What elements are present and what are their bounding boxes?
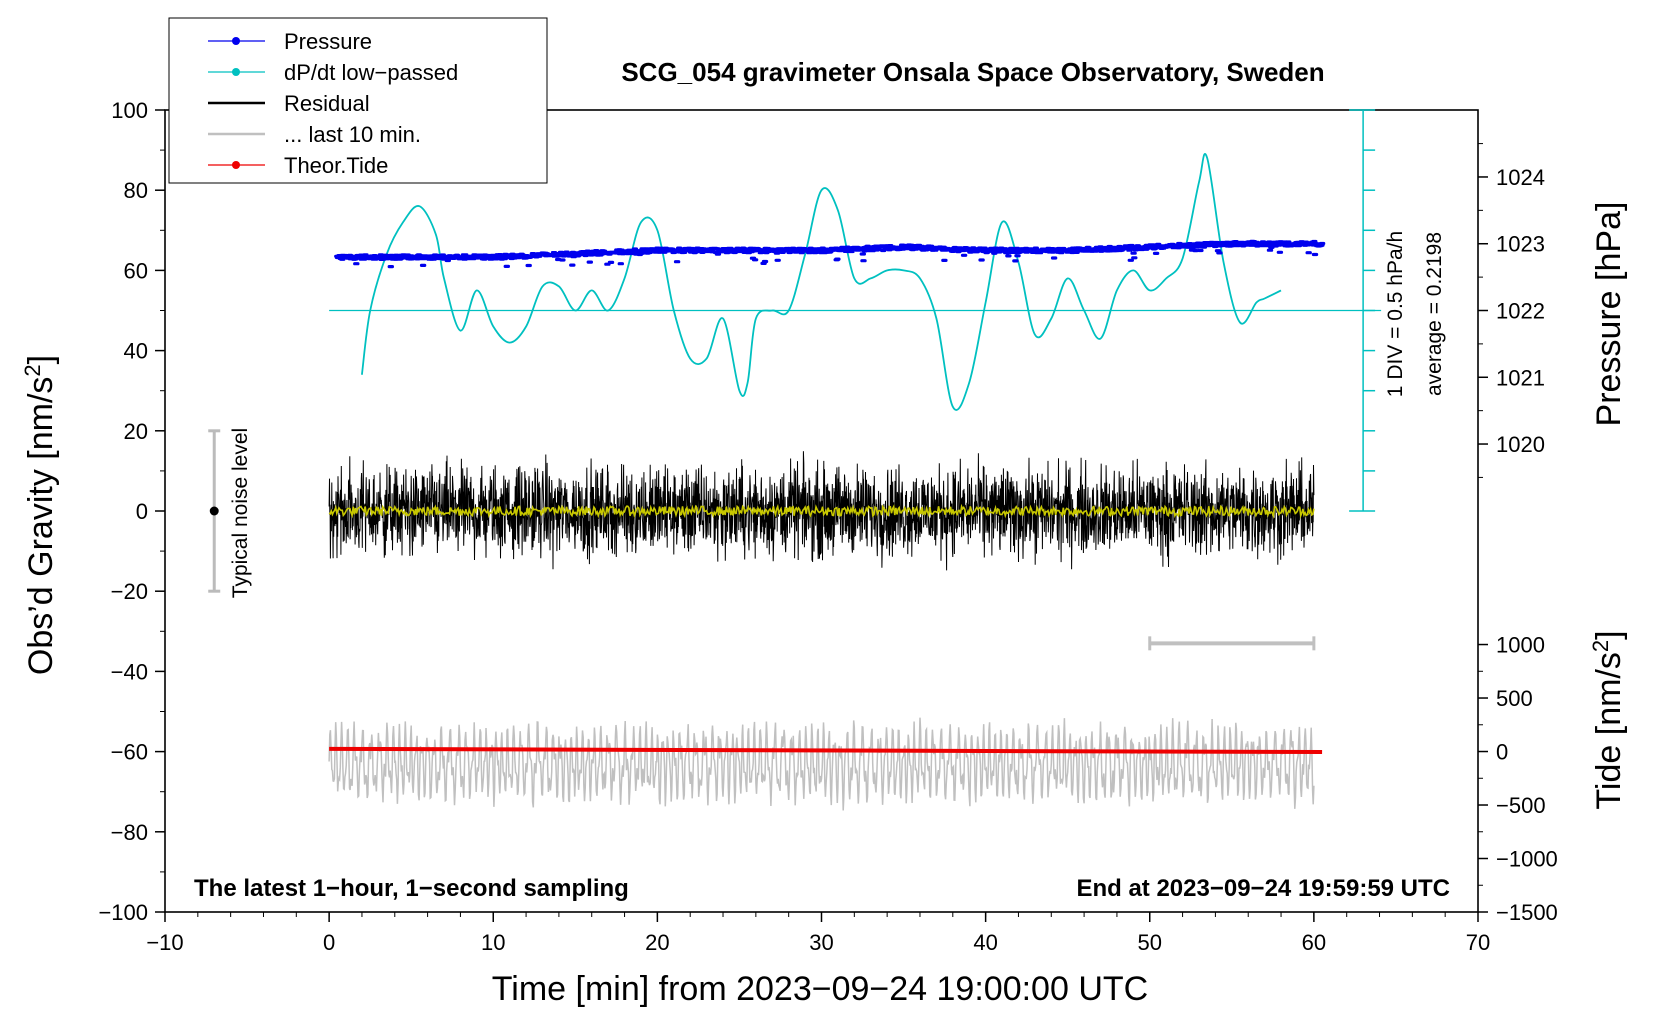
y-tick-label: 0 <box>136 499 148 524</box>
y-tick-label: 100 <box>111 98 148 123</box>
x-tick-label: 50 <box>1138 930 1162 955</box>
legend-label-2: Residual <box>284 91 370 116</box>
pressure-scale-bar <box>1349 109 1376 512</box>
y-axis-title-left: Obs’d Gravity [nm/s2] <box>20 355 61 675</box>
y-tick-label: −100 <box>98 900 148 925</box>
pressure-tick-label: 1020 <box>1496 432 1545 457</box>
tide-tick-label: 500 <box>1496 686 1533 711</box>
noise-level-label: Typical noise level <box>229 428 252 598</box>
pressure-tick-label: 1023 <box>1496 232 1545 257</box>
legend-box <box>168 17 548 184</box>
pressure-div-label: 1 DIV = 0.5 hPa/h <box>1384 231 1407 397</box>
x-tick-label: 30 <box>809 930 833 955</box>
axes-ticks: −10 0 10 20 30 40 50 60 70100806040200−20−40−60−… <box>98 98 1557 955</box>
legend-marker-1 <box>232 68 240 76</box>
legend-marker-4 <box>232 161 240 169</box>
tide-tick-label: −1500 <box>1496 900 1558 925</box>
pressure-tick-label: 1022 <box>1496 299 1545 324</box>
x-tick-label: −10 <box>146 930 183 955</box>
tide-tick-label: −500 <box>1496 793 1546 818</box>
y-tick-label: 20 <box>124 419 148 444</box>
y-tick-label: 60 <box>124 258 148 283</box>
legend-label-3: ... last 10 min. <box>284 122 421 147</box>
noise-bar-dot <box>209 506 219 516</box>
x-tick-label: 20 <box>645 930 669 955</box>
y-axis-title-pressure: Pressure [hPa] <box>1590 202 1628 427</box>
dpdt-series <box>361 153 1282 411</box>
legend-label-1: dP/dt low−passed <box>284 60 458 85</box>
y-tick-label: −40 <box>111 659 148 684</box>
y-tick-label: −20 <box>111 579 148 604</box>
tide-tick-label: 1000 <box>1496 633 1545 658</box>
legend-label-4: Theor.Tide <box>284 153 388 178</box>
noise-level-indicator <box>208 429 221 593</box>
x-axis-title: Time [min] from 2023−09−24 19:00:00 UTC <box>492 970 1148 1008</box>
tide-tick-label: −1000 <box>1496 847 1558 872</box>
x-tick-label: 40 <box>973 930 997 955</box>
pressure-tick-label: 1021 <box>1496 365 1545 390</box>
chart-title: SCG_054 gravimeter Onsala Space Observat… <box>621 57 1324 87</box>
pressure-series <box>334 239 1326 269</box>
pressure-tick-label: 1024 <box>1496 165 1545 190</box>
legend-marker-0 <box>232 37 240 45</box>
tide-tick-label: 0 <box>1496 740 1508 765</box>
x-tick-label: 70 <box>1466 930 1490 955</box>
y-tick-label: −80 <box>111 820 148 845</box>
plot-marks <box>328 153 1382 811</box>
y-axis-title-tide: Tide [nm/s2] <box>1588 630 1629 809</box>
annotation-left-bottom: The latest 1−hour, 1−second sampling <box>194 875 629 902</box>
x-tick-label: 60 <box>1302 930 1326 955</box>
x-tick-label: 10 <box>481 930 505 955</box>
y-tick-label: −60 <box>111 740 148 765</box>
grey-last10-series <box>328 717 1315 811</box>
legend: Pressure dP/dt low−passed Residual ... last… <box>168 17 548 184</box>
pressure-average-label: average = 0.2198 <box>1423 232 1446 396</box>
y-tick-label: 40 <box>124 339 148 364</box>
y-tick-label: 80 <box>124 178 148 203</box>
legend-label-0: Pressure <box>284 29 372 54</box>
x-tick-label: 0 <box>323 930 335 955</box>
residual-series <box>328 451 1315 571</box>
annotation-right-bottom: End at 2023−09−24 19:59:59 UTC <box>1076 875 1450 902</box>
tide-series <box>329 746 1323 755</box>
residual-smoothed-series <box>328 503 1315 519</box>
